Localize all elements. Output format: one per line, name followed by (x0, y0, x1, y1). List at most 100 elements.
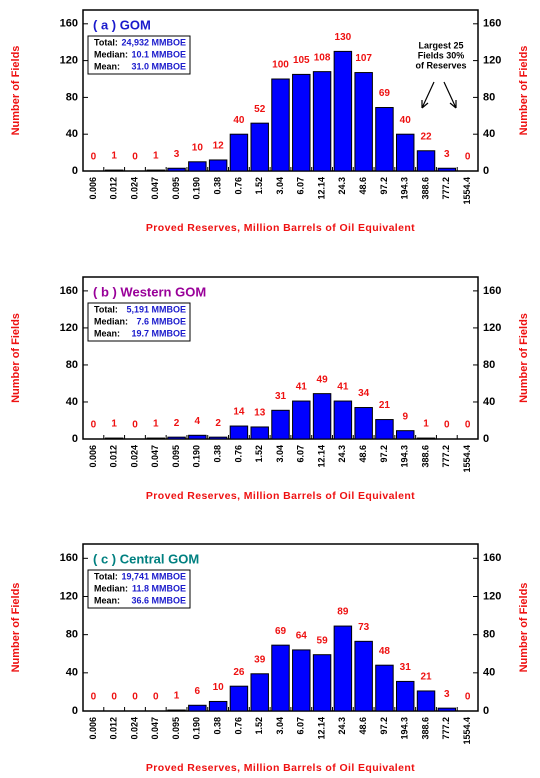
y2-axis-label: Number of Fields (518, 583, 530, 673)
stat-label: Total: (94, 37, 118, 47)
stat-value: 19.7 MMBOE (131, 328, 186, 338)
bar (375, 664, 394, 712)
value-label: 69 (275, 626, 287, 637)
bar (250, 122, 269, 172)
chart-title: ( b ) Western GOM (93, 284, 206, 299)
y2-axis-label: Number of Fields (518, 313, 530, 403)
bar (354, 72, 373, 172)
value-label: 130 (335, 32, 352, 43)
value-label: 3 (444, 689, 450, 700)
bar (416, 437, 436, 440)
x-tick-label: 0.047 (150, 445, 160, 468)
x-tick-label: 0.012 (109, 445, 119, 468)
x-tick-label: 24.3 (337, 717, 347, 735)
stat-label: Median: (94, 316, 128, 326)
bar (271, 644, 290, 712)
x-tick-label: 6.07 (296, 717, 306, 735)
bar (312, 654, 332, 712)
y-tick-label: 160 (60, 18, 78, 30)
x-tick-label: 3.04 (275, 717, 285, 735)
x-tick-label: 1554.4 (462, 717, 472, 745)
bar (104, 169, 124, 172)
bar (271, 78, 290, 172)
value-label: 1 (153, 151, 159, 162)
stat-value: 31.0 MMBOE (131, 61, 186, 71)
value-label: 1 (153, 419, 159, 430)
x-tick-label: 0.095 (171, 445, 181, 468)
x-tick-label: 0.190 (192, 177, 202, 200)
x-tick-label: 194.3 (400, 717, 410, 740)
value-label: 105 (293, 55, 310, 66)
stat-value: 19,741 MMBOE (121, 571, 186, 581)
x-tick-label: 0.006 (88, 717, 98, 740)
stat-label: Total: (94, 304, 118, 314)
y-tick-label: 80 (66, 91, 78, 103)
value-label: 0 (132, 152, 138, 163)
y2-tick-label: 0 (483, 705, 489, 717)
value-label: 10 (213, 682, 225, 693)
stat-value: 7.6 MMBOE (136, 316, 186, 326)
x-tick-label: 1.52 (254, 177, 264, 195)
bar (292, 73, 311, 172)
arrow (421, 81, 435, 109)
bar (354, 640, 373, 712)
bar (396, 133, 415, 172)
bar (375, 107, 394, 172)
stats-box (87, 35, 191, 75)
bar (229, 425, 249, 440)
annotation: of Reserves (415, 60, 466, 70)
value-label: 12 (213, 141, 225, 152)
value-label: 34 (358, 388, 370, 399)
bar (250, 673, 269, 712)
y-tick-label: 0 (72, 705, 78, 717)
bar (229, 685, 249, 712)
x-tick-label: 0.006 (88, 445, 98, 468)
x-tick-label: 48.6 (358, 445, 368, 463)
y2-tick-label: 40 (483, 128, 495, 140)
x-tick-label: 1554.4 (462, 177, 472, 205)
y-tick-label: 0 (72, 433, 78, 445)
bar (437, 707, 457, 712)
stat-label: Mean: (94, 61, 120, 71)
value-label: 2 (174, 418, 180, 429)
value-label: 39 (254, 654, 266, 665)
value-label: 26 (233, 667, 245, 678)
x-tick-label: 0.38 (213, 717, 223, 735)
value-label: 10 (192, 142, 204, 153)
x-tick-label: 0.012 (109, 177, 119, 200)
y-axis-label: Number of Fields (10, 583, 22, 673)
y-tick-label: 120 (60, 322, 78, 334)
value-label: 2 (215, 418, 221, 429)
bar (167, 167, 186, 172)
value-label: 108 (314, 52, 331, 63)
stat-label: Mean: (94, 328, 120, 338)
value-label: 1 (423, 419, 429, 430)
arrow (443, 81, 457, 109)
value-label: 21 (379, 400, 391, 411)
bar (396, 430, 415, 440)
bar (208, 436, 228, 440)
x-tick-label: 194.3 (400, 445, 410, 468)
bar (188, 704, 207, 712)
value-label: 64 (296, 631, 308, 642)
value-label: 0 (91, 152, 97, 163)
bar (333, 400, 353, 440)
chart-title: ( a ) GOM (93, 17, 151, 32)
bar (416, 690, 436, 712)
value-label: 6 (195, 686, 201, 697)
value-label: 1 (174, 691, 180, 702)
stat-value: 5,191 MMBOE (126, 304, 186, 314)
x-tick-label: 3.04 (275, 445, 285, 463)
x-tick-label: 0.095 (171, 717, 181, 740)
bar (146, 437, 165, 440)
stat-label: Median: (94, 49, 128, 59)
value-label: 0 (91, 420, 97, 431)
value-label: 3 (444, 149, 450, 160)
x-tick-label: 0.006 (88, 177, 98, 200)
y2-tick-label: 80 (483, 359, 495, 371)
value-label: 0 (132, 692, 138, 703)
stat-value: 10.1 MMBOE (131, 49, 186, 59)
x-tick-label: 1.52 (254, 445, 264, 463)
x-tick-label: 0.38 (213, 177, 223, 195)
x-tick-label: 48.6 (358, 717, 368, 735)
